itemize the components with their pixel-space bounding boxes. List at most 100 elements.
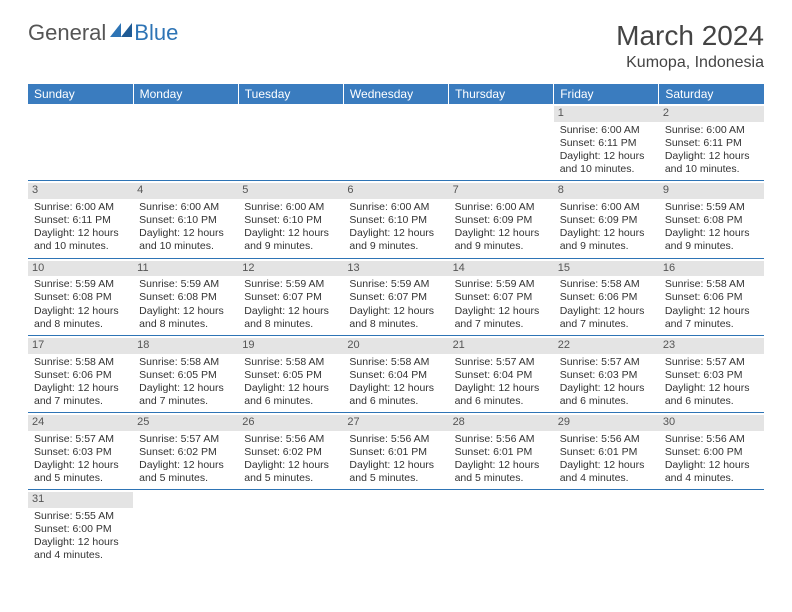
cell-daylight2: and 7 minutes. xyxy=(560,318,653,331)
day-number: 19 xyxy=(238,338,343,354)
day-number: 31 xyxy=(28,492,133,508)
calendar-cell: 22Sunrise: 5:57 AMSunset: 6:03 PMDayligh… xyxy=(554,335,659,412)
day-number: 4 xyxy=(133,183,238,199)
cell-daylight2: and 4 minutes. xyxy=(560,472,653,485)
cell-sunrise: Sunrise: 6:00 AM xyxy=(349,201,442,214)
cell-sunrise: Sunrise: 5:58 AM xyxy=(349,356,442,369)
cell-sunset: Sunset: 6:11 PM xyxy=(560,137,653,150)
cell-daylight1: Daylight: 12 hours xyxy=(665,382,758,395)
calendar-table: Sunday Monday Tuesday Wednesday Thursday… xyxy=(28,84,764,567)
calendar-row: 17Sunrise: 5:58 AMSunset: 6:06 PMDayligh… xyxy=(28,335,764,412)
cell-sunrise: Sunrise: 5:57 AM xyxy=(455,356,548,369)
day-number: 23 xyxy=(659,338,764,354)
cell-daylight1: Daylight: 12 hours xyxy=(139,227,232,240)
cell-daylight1: Daylight: 12 hours xyxy=(139,459,232,472)
cell-sunrise: Sunrise: 5:58 AM xyxy=(560,278,653,291)
cell-sunrise: Sunrise: 5:59 AM xyxy=(349,278,442,291)
cell-daylight2: and 9 minutes. xyxy=(244,240,337,253)
cell-sunrise: Sunrise: 5:58 AM xyxy=(34,356,127,369)
cell-daylight1: Daylight: 12 hours xyxy=(34,459,127,472)
cell-sunrise: Sunrise: 5:59 AM xyxy=(244,278,337,291)
calendar-cell: 3Sunrise: 6:00 AMSunset: 6:11 PMDaylight… xyxy=(28,181,133,258)
day-number: 5 xyxy=(238,183,343,199)
day-number: 1 xyxy=(554,106,659,122)
logo-text-general: General xyxy=(28,20,106,46)
cell-sunset: Sunset: 6:09 PM xyxy=(455,214,548,227)
logo-text-blue: Blue xyxy=(134,20,178,46)
day-number: 21 xyxy=(449,338,554,354)
calendar-cell: 25Sunrise: 5:57 AMSunset: 6:02 PMDayligh… xyxy=(133,413,238,490)
cell-sunrise: Sunrise: 5:57 AM xyxy=(34,433,127,446)
cell-daylight1: Daylight: 12 hours xyxy=(34,305,127,318)
cell-sunrise: Sunrise: 6:00 AM xyxy=(560,124,653,137)
day-number: 30 xyxy=(659,415,764,431)
calendar-cell: 2Sunrise: 6:00 AMSunset: 6:11 PMDaylight… xyxy=(659,104,764,181)
cell-sunset: Sunset: 6:07 PM xyxy=(244,291,337,304)
day-number: 29 xyxy=(554,415,659,431)
cell-daylight1: Daylight: 12 hours xyxy=(244,459,337,472)
cell-sunset: Sunset: 6:03 PM xyxy=(34,446,127,459)
day-number: 13 xyxy=(343,261,448,277)
cell-daylight1: Daylight: 12 hours xyxy=(455,382,548,395)
cell-daylight1: Daylight: 12 hours xyxy=(244,382,337,395)
cell-sunset: Sunset: 6:10 PM xyxy=(139,214,232,227)
cell-daylight1: Daylight: 12 hours xyxy=(349,305,442,318)
logo: General Blue xyxy=(28,20,178,46)
cell-sunset: Sunset: 6:09 PM xyxy=(560,214,653,227)
weekday-header: Tuesday xyxy=(238,84,343,104)
cell-daylight2: and 5 minutes. xyxy=(349,472,442,485)
cell-sunrise: Sunrise: 5:57 AM xyxy=(139,433,232,446)
cell-daylight2: and 7 minutes. xyxy=(139,395,232,408)
month-title: March 2024 xyxy=(616,20,764,52)
day-number: 9 xyxy=(659,183,764,199)
cell-daylight1: Daylight: 12 hours xyxy=(349,227,442,240)
cell-daylight1: Daylight: 12 hours xyxy=(665,459,758,472)
cell-daylight1: Daylight: 12 hours xyxy=(560,459,653,472)
cell-sunset: Sunset: 6:07 PM xyxy=(455,291,548,304)
cell-sunset: Sunset: 6:04 PM xyxy=(455,369,548,382)
cell-sunrise: Sunrise: 5:57 AM xyxy=(665,356,758,369)
calendar-cell: 1Sunrise: 6:00 AMSunset: 6:11 PMDaylight… xyxy=(554,104,659,181)
calendar-cell xyxy=(449,104,554,181)
title-block: March 2024 Kumopa, Indonesia xyxy=(616,20,764,72)
cell-sunrise: Sunrise: 6:00 AM xyxy=(244,201,337,214)
cell-daylight2: and 6 minutes. xyxy=(560,395,653,408)
cell-sunset: Sunset: 6:02 PM xyxy=(244,446,337,459)
cell-daylight2: and 10 minutes. xyxy=(139,240,232,253)
weekday-header: Saturday xyxy=(659,84,764,104)
cell-sunrise: Sunrise: 5:58 AM xyxy=(665,278,758,291)
cell-sunrise: Sunrise: 5:56 AM xyxy=(244,433,337,446)
cell-daylight2: and 9 minutes. xyxy=(455,240,548,253)
cell-daylight2: and 4 minutes. xyxy=(34,549,127,562)
cell-sunset: Sunset: 6:01 PM xyxy=(349,446,442,459)
cell-daylight1: Daylight: 12 hours xyxy=(665,305,758,318)
cell-sunrise: Sunrise: 5:59 AM xyxy=(139,278,232,291)
cell-daylight1: Daylight: 12 hours xyxy=(244,305,337,318)
calendar-cell xyxy=(133,104,238,181)
cell-daylight2: and 7 minutes. xyxy=(455,318,548,331)
cell-sunset: Sunset: 6:01 PM xyxy=(560,446,653,459)
cell-sunrise: Sunrise: 6:00 AM xyxy=(560,201,653,214)
calendar-cell: 4 Sunrise: 6:00 AMSunset: 6:10 PMDaylight… xyxy=(133,181,238,258)
cell-sunset: Sunset: 6:11 PM xyxy=(665,137,758,150)
cell-daylight2: and 5 minutes. xyxy=(455,472,548,485)
weekday-header-row: Sunday Monday Tuesday Wednesday Thursday… xyxy=(28,84,764,104)
cell-daylight1: Daylight: 12 hours xyxy=(455,227,548,240)
cell-sunset: Sunset: 6:06 PM xyxy=(560,291,653,304)
cell-daylight1: Daylight: 12 hours xyxy=(139,305,232,318)
calendar-row: 31Sunrise: 5:55 AMSunset: 6:00 PMDayligh… xyxy=(28,490,764,567)
cell-daylight2: and 6 minutes. xyxy=(665,395,758,408)
calendar-cell: 13Sunrise: 5:59 AMSunset: 6:07 PMDayligh… xyxy=(343,258,448,335)
calendar-cell: 18Sunrise: 5:58 AMSunset: 6:05 PMDayligh… xyxy=(133,335,238,412)
cell-sunrise: Sunrise: 5:56 AM xyxy=(455,433,548,446)
cell-daylight2: and 9 minutes. xyxy=(665,240,758,253)
cell-sunrise: Sunrise: 5:59 AM xyxy=(34,278,127,291)
cell-sunrise: Sunrise: 5:58 AM xyxy=(139,356,232,369)
cell-sunrise: Sunrise: 6:00 AM xyxy=(139,201,232,214)
weekday-header: Sunday xyxy=(28,84,133,104)
cell-daylight2: and 9 minutes. xyxy=(560,240,653,253)
cell-daylight2: and 8 minutes. xyxy=(139,318,232,331)
day-number: 8 xyxy=(554,183,659,199)
calendar-cell xyxy=(554,490,659,567)
day-number: 26 xyxy=(238,415,343,431)
